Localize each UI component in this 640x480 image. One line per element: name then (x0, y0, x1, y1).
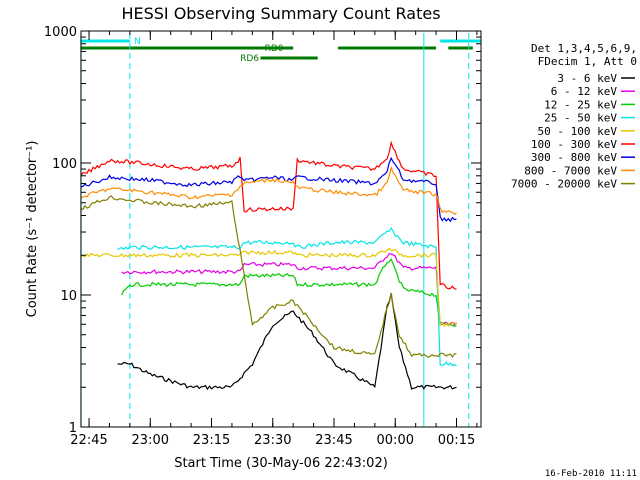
plot-frame (80, 30, 482, 428)
x-tick-label: 23:00 (132, 433, 169, 448)
y-tick-label: 1000 (44, 25, 77, 40)
chart-title: HESSI Observing Summary Count Rates (121, 4, 440, 23)
y-tick-label: 10 (60, 289, 77, 304)
legend-label: 7000 - 20000 keV (511, 178, 617, 191)
legend-header: Det 1,3,4,5,6,9, (531, 42, 637, 55)
legend-label: 25 - 50 keV (544, 112, 617, 125)
series-line (80, 247, 457, 328)
legend-label: 6 - 12 keV (551, 85, 618, 98)
legend-label: 50 - 100 keV (538, 125, 618, 138)
flag-label: RD6 (240, 54, 259, 64)
series-line (80, 165, 457, 215)
series-line (80, 195, 457, 358)
legend-label: 3 - 6 keV (557, 72, 617, 85)
legend-label: 100 - 300 keV (531, 138, 617, 151)
legend-label: 12 - 25 keV (544, 98, 617, 111)
series-line (80, 140, 457, 290)
y-axis-ticks: 1 10 100 1000 (44, 25, 481, 436)
y-axis-label: Count Rate (s⁻¹ detector⁻¹) (25, 141, 40, 318)
x-tick-label: 00:15 (438, 433, 475, 448)
y-tick-label: 100 (52, 157, 77, 172)
series-line (121, 253, 457, 326)
x-tick-label: 23:15 (193, 433, 230, 448)
series-line (121, 258, 457, 327)
x-tick-label: 22:45 (70, 433, 107, 448)
x-tick-label: 23:45 (315, 433, 352, 448)
series-lines (80, 140, 457, 391)
flag-label: RD0 (265, 44, 284, 54)
series-line (117, 293, 457, 391)
series-line (117, 227, 457, 367)
x-tick-label: 23:30 (254, 433, 291, 448)
y-tick-label: 1 (69, 421, 77, 436)
legend: Det 1,3,4,5,6,9,FDecim 1, Att 0 3 - 6 keV… (511, 42, 637, 191)
x-axis-label: Start Time (30-May-06 22:43:02) (174, 456, 388, 471)
flag-bars: N RD0 RD6 (80, 37, 481, 64)
legend-header: FDecim 1, Att 0 (538, 55, 637, 68)
flag-label: N (134, 37, 141, 47)
legend-label: 800 - 7000 keV (524, 164, 617, 177)
x-tick-label: 00:00 (377, 433, 414, 448)
x-axis-ticks: 22:45 23:00 23:15 23:30 23:45 00:00 00:15 (70, 31, 478, 448)
legend-label: 300 - 800 keV (531, 151, 617, 164)
series-line (80, 156, 457, 223)
date-stamp: 16-Feb-2010 11:11 (545, 469, 637, 479)
